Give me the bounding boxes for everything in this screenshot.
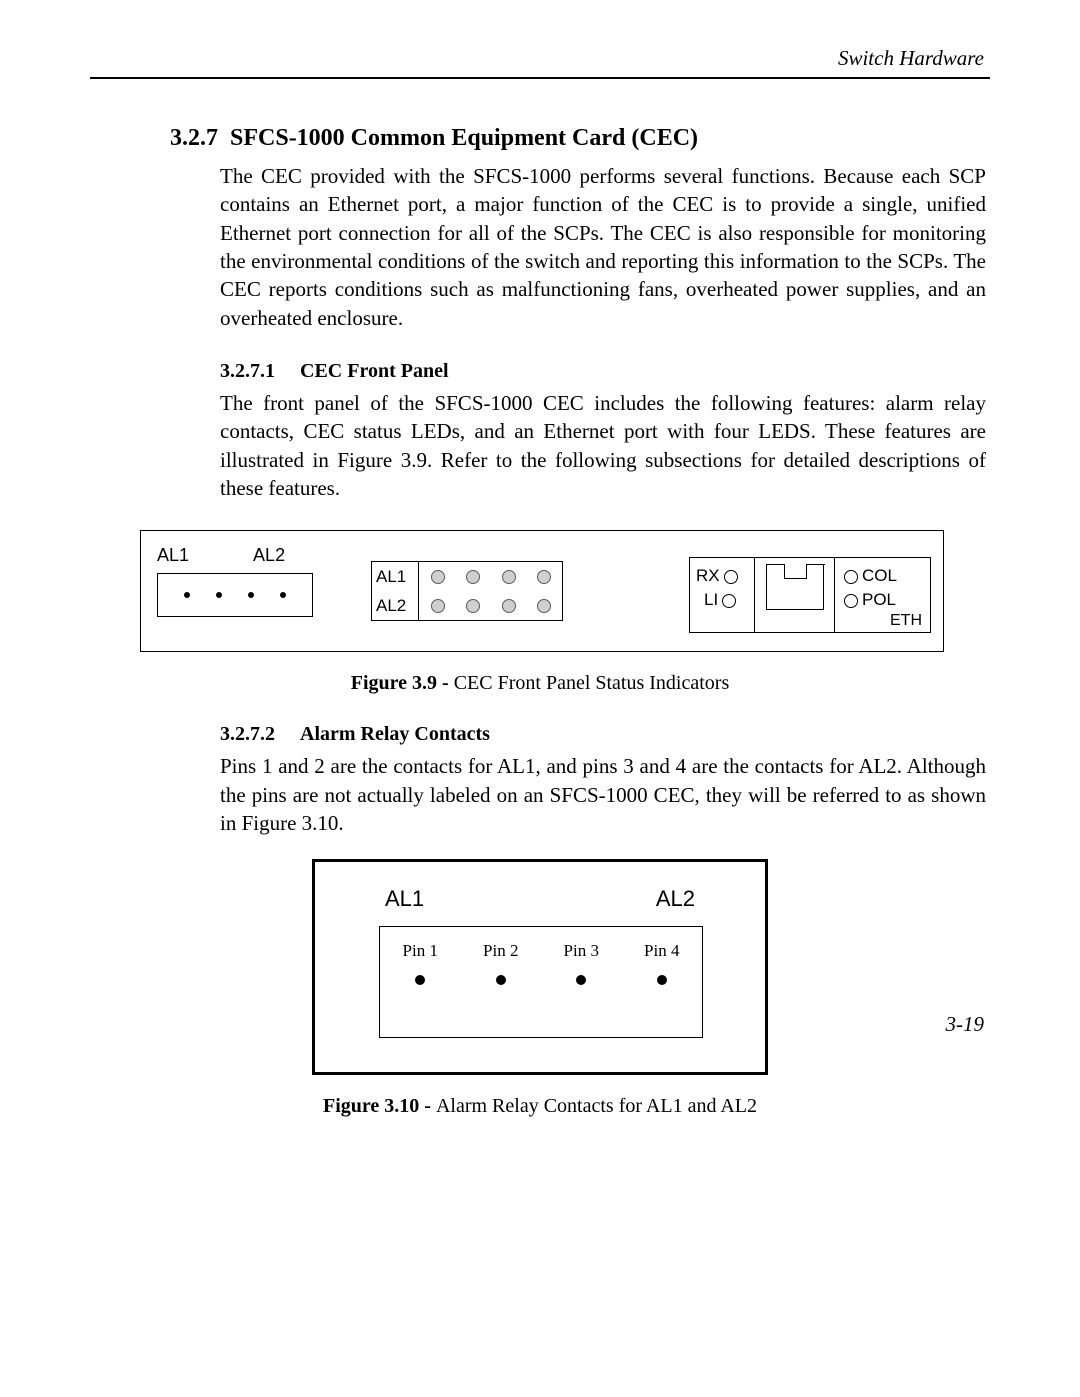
alarm-label-row: AL1 AL2 [157, 545, 285, 566]
status-led-icon [431, 570, 445, 584]
figure-3-10-caption: Figure 3.10 - Alarm Relay Contacts for A… [90, 1095, 990, 1118]
eth-li-label: LI [704, 590, 740, 610]
ethernet-port-group: RX LI COL POL ETH [689, 557, 931, 633]
status-led-icon [537, 599, 551, 613]
pin-dot-icon [216, 592, 222, 598]
fig310-pin-frame: Pin 1 Pin 2 Pin 3 Pin 4 [379, 926, 703, 1038]
eth-col-label: COL [840, 566, 897, 586]
figure-3-9-front-panel: AL1 AL2 AL1 AL2 RX [140, 530, 944, 652]
figure-3-9-label: Figure 3.9 - [351, 672, 454, 694]
eth-pol-text: POL [862, 590, 896, 609]
status-led-icon [537, 570, 551, 584]
pin-2-label: Pin 2 [471, 941, 531, 961]
subsection-1-body: The front panel of the SFCS-1000 CEC inc… [220, 389, 986, 502]
status-led-icon [466, 599, 480, 613]
status-led-icon [502, 599, 516, 613]
subsection-2-body: Pins 1 and 2 are the contacts for AL1, a… [220, 752, 986, 837]
led-outline-icon [724, 570, 738, 584]
eth-divider [754, 558, 755, 632]
fig310-pin-dot-row [380, 971, 702, 990]
subsection-1-heading: 3.2.7.1CEC Front Panel [220, 360, 990, 383]
section-title: SFCS-1000 Common Equipment Card (CEC) [230, 125, 698, 151]
page-number: 3-19 [946, 1012, 985, 1037]
pin-dot-icon [657, 975, 667, 985]
pin-dot-icon [184, 592, 190, 598]
status-led-icon [502, 570, 516, 584]
running-head: Switch Hardware [90, 46, 990, 71]
eth-divider [834, 558, 835, 632]
pin-3-label: Pin 3 [551, 941, 611, 961]
pin-dot-icon [280, 592, 286, 598]
pin-dot-icon [576, 975, 586, 985]
figure-3-10-alarm-relay: AL1 AL2 Pin 1 Pin 2 Pin 3 Pin 4 [312, 859, 768, 1075]
subsection-2-heading: 3.2.7.2Alarm Relay Contacts [220, 723, 990, 746]
figure-3-9-caption: Figure 3.9 - CEC Front Panel Status Indi… [90, 672, 990, 695]
subsection-1-title: CEC Front Panel [300, 360, 449, 382]
rj45-port-icon [766, 565, 824, 610]
pin-1-label: Pin 1 [390, 941, 450, 961]
fig310-top-labels: AL1 AL2 [385, 886, 695, 912]
section-number: 3.2.7 [170, 125, 230, 152]
fig310-al2-label: AL2 [656, 886, 695, 912]
led-outline-icon [722, 594, 736, 608]
status-led-icon [466, 570, 480, 584]
eth-col-text: COL [862, 566, 897, 585]
eth-rx-label: RX [696, 566, 742, 586]
figure-3-10-caption-text: Alarm Relay Contacts for AL1 and AL2 [436, 1095, 757, 1117]
subsection-1-number: 3.2.7.1 [220, 360, 300, 383]
rj45-tab [784, 578, 807, 579]
led-row-label-al2: AL2 [372, 596, 420, 616]
led-row-label-al1: AL1 [372, 567, 420, 587]
fig310-pin-label-row: Pin 1 Pin 2 Pin 3 Pin 4 [380, 941, 702, 961]
pin-4-label: Pin 4 [632, 941, 692, 961]
document-page: Switch Hardware 3.2.7SFCS-1000 Common Eq… [0, 0, 1080, 1397]
subsection-2-title: Alarm Relay Contacts [300, 723, 490, 745]
pin-dot-icon [248, 592, 254, 598]
fig310-al1-label: AL1 [385, 886, 424, 912]
header-rule [90, 77, 990, 79]
eth-rx-text: RX [696, 566, 720, 585]
section-intro-paragraph: The CEC provided with the SFCS-1000 perf… [220, 162, 986, 332]
subsection-2-number: 3.2.7.2 [220, 723, 300, 746]
eth-label: ETH [890, 612, 922, 630]
status-led-icon [431, 599, 445, 613]
led-outline-icon [844, 594, 858, 608]
eth-pol-label: POL [840, 590, 896, 610]
pin-dot-icon [496, 975, 506, 985]
figure-3-10-label: Figure 3.10 - [323, 1095, 436, 1117]
figure-3-9-caption-text: CEC Front Panel Status Indicators [454, 672, 730, 694]
led-outline-icon [844, 570, 858, 584]
alarm-pin-box [157, 573, 313, 617]
pin-dot-icon [415, 975, 425, 985]
alarm-label-al1: AL1 [157, 545, 189, 565]
alarm-label-al2: AL2 [253, 545, 285, 565]
grid-divider [418, 562, 419, 620]
eth-li-text: LI [704, 590, 718, 609]
status-led-grid: AL1 AL2 [371, 561, 563, 621]
section-heading: 3.2.7SFCS-1000 Common Equipment Card (CE… [170, 125, 990, 152]
